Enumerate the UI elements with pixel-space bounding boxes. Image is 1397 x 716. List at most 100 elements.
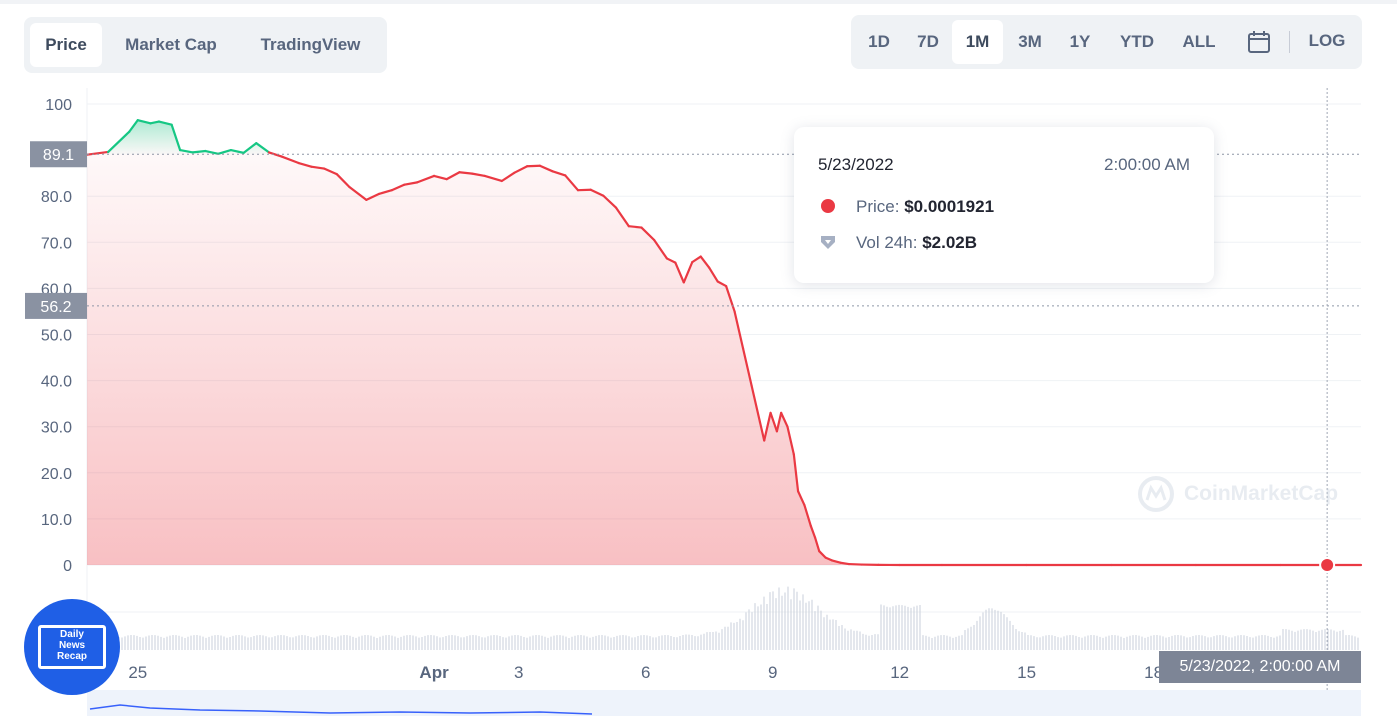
price-segment bbox=[564, 174, 580, 192]
price-segment bbox=[310, 165, 326, 170]
chart-type-tabs: Price Market Cap TradingView bbox=[24, 17, 387, 73]
price-segment bbox=[365, 192, 381, 201]
price-segment bbox=[403, 181, 419, 186]
x-tick-label: Apr bbox=[419, 663, 449, 682]
volume-bars bbox=[88, 586, 1359, 650]
tooltip-volume-label: Vol 24h: bbox=[856, 233, 918, 252]
price-segment bbox=[229, 149, 245, 154]
tooltip-price-label: Price: bbox=[856, 197, 900, 216]
price-line bbox=[85, 119, 1363, 567]
price-segment bbox=[682, 261, 694, 284]
tab-price[interactable]: Price bbox=[30, 23, 102, 67]
range-all[interactable]: ALL bbox=[1182, 32, 1216, 51]
price-segment bbox=[191, 149, 207, 154]
range-7d[interactable]: 7D bbox=[917, 32, 939, 51]
price-segment bbox=[716, 280, 728, 288]
price-segment bbox=[322, 167, 338, 176]
price-segment bbox=[763, 411, 772, 442]
reference-label-box bbox=[25, 292, 87, 319]
price-segment bbox=[750, 384, 762, 424]
price-segment bbox=[377, 189, 393, 195]
calendar-icon[interactable] bbox=[1246, 29, 1272, 55]
price-segment bbox=[85, 150, 110, 156]
price-segment bbox=[839, 561, 850, 566]
price-segment bbox=[297, 161, 313, 168]
price-segment bbox=[500, 171, 516, 183]
price-segment bbox=[458, 171, 474, 175]
y-tick-label: 30.0 bbox=[41, 420, 72, 437]
price-segment bbox=[640, 226, 656, 242]
price-segment bbox=[204, 149, 220, 155]
price-segment bbox=[255, 142, 271, 154]
price-segment bbox=[674, 261, 685, 284]
price-segment bbox=[699, 255, 711, 269]
price-segment bbox=[335, 172, 351, 189]
tooltip-price-value: $0.0001921 bbox=[904, 197, 995, 216]
price-segment bbox=[128, 119, 139, 133]
above-ref-area-fill bbox=[108, 120, 270, 155]
price-segment bbox=[348, 185, 368, 201]
y-tick-label: 50.0 bbox=[41, 328, 72, 345]
hover-date-label: 5/23/2022, 2:00:00 AM bbox=[1159, 651, 1361, 683]
price-segment bbox=[780, 411, 789, 428]
price-segment bbox=[267, 151, 283, 158]
price-segment bbox=[830, 559, 842, 564]
coinmarketcap-logo-icon bbox=[1138, 476, 1174, 512]
tooltip-time: 2:00:00 AM bbox=[1103, 155, 1190, 174]
price-segment bbox=[813, 536, 821, 553]
range-1y[interactable]: 1Y bbox=[1069, 32, 1091, 51]
coinmarketcap-watermark: CoinMarketCap bbox=[1136, 474, 1356, 514]
price-segment bbox=[691, 255, 702, 264]
range-ytd[interactable]: YTD bbox=[1120, 32, 1154, 51]
film-frame-icon bbox=[38, 625, 106, 669]
range-1d[interactable]: 1D bbox=[868, 32, 890, 51]
watermark-text: CoinMarketCap bbox=[1184, 482, 1339, 505]
price-segment bbox=[653, 238, 668, 260]
reference-label: 89.1 bbox=[43, 147, 74, 164]
time-range-selector: 1D 7D 1M 3M 1Y YTD ALL LOG bbox=[851, 15, 1362, 69]
reference-label-box bbox=[30, 141, 87, 168]
daily-news-recap-logo: Daily News Recap bbox=[24, 599, 120, 695]
price-segment bbox=[627, 225, 643, 229]
tooltip-price-row: Price: $0.0001921 bbox=[856, 197, 994, 217]
price-segment bbox=[803, 503, 812, 527]
range-separator bbox=[1289, 31, 1290, 53]
badge-line-3: Recap bbox=[56, 651, 87, 662]
x-tick-label: 18 bbox=[1144, 663, 1163, 682]
x-tick-label: 3 bbox=[514, 663, 523, 682]
price-segment bbox=[758, 420, 766, 442]
tab-market-cap[interactable]: Market Cap bbox=[125, 35, 217, 54]
x-tick-label: 15 bbox=[1017, 663, 1036, 682]
price-segment bbox=[157, 120, 173, 126]
x-tick-label: 25 bbox=[128, 663, 147, 682]
price-segment bbox=[149, 120, 161, 125]
range-1m[interactable]: 1M bbox=[952, 20, 1003, 64]
price-segment bbox=[170, 123, 182, 152]
range-3m[interactable]: 3M bbox=[1018, 32, 1042, 51]
price-segment bbox=[769, 411, 779, 433]
price-segment bbox=[538, 164, 554, 173]
price-tooltip: 5/23/2022 2:00:00 AM Price: $0.0001921 V… bbox=[794, 127, 1214, 283]
x-tick-label: 9 bbox=[768, 663, 777, 682]
price-segment bbox=[242, 142, 258, 154]
tooltip-volume-row: Vol 24h: $2.02B bbox=[856, 233, 977, 253]
badge-line-2: News bbox=[58, 640, 86, 651]
tooltip-volume-value: $2.02B bbox=[922, 233, 978, 252]
price-segment bbox=[589, 188, 605, 197]
top-border bbox=[0, 0, 1397, 4]
reference-label: 56.2 bbox=[40, 299, 71, 316]
price-segment bbox=[665, 257, 677, 264]
tooltip-date: 5/23/2022 bbox=[818, 155, 894, 174]
tab-tradingview[interactable]: TradingView bbox=[260, 35, 361, 54]
price-dot-icon bbox=[821, 199, 835, 213]
y-tick-label: 10.0 bbox=[41, 512, 72, 529]
price-segment bbox=[483, 174, 503, 183]
navigator-line bbox=[89, 704, 593, 715]
log-toggle[interactable]: LOG bbox=[1308, 31, 1346, 50]
x-axis: 25 Apr 3 6 9 12 15 18 bbox=[128, 663, 1163, 682]
y-tick-label: 70.0 bbox=[41, 235, 72, 252]
price-segment bbox=[136, 119, 152, 125]
x-tick-label: 12 bbox=[890, 663, 909, 682]
